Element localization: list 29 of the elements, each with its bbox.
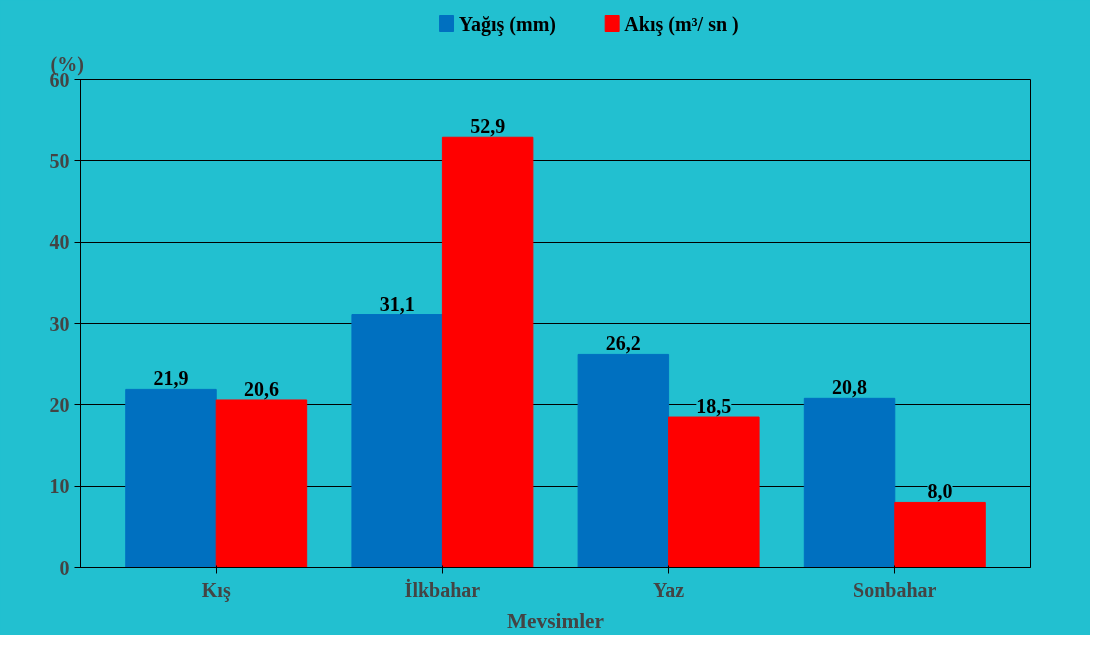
text: 31,1 [379, 292, 415, 315]
text: 20,8 [832, 376, 868, 399]
text: 21,9 [153, 367, 189, 390]
bar [577, 353, 670, 568]
text: 8,0 [927, 480, 953, 503]
bar [125, 388, 217, 568]
text: 52,9 [470, 115, 506, 138]
legend-label: Akış (m³/ sn ) [624, 12, 739, 36]
bar [668, 416, 760, 568]
y-tick-label: 50 [49, 149, 70, 172]
x-tick-label: Yaz [653, 578, 685, 601]
legend-label: Yağış (mm) [458, 12, 556, 36]
bar [894, 501, 986, 568]
y-tick-label: 30 [49, 312, 70, 335]
text: 26,2 [605, 332, 641, 355]
bar [215, 399, 308, 568]
text: 20,6 [243, 377, 279, 400]
text: 18,5 [696, 395, 732, 418]
y-tick-label: 40 [49, 231, 70, 254]
bar [351, 314, 443, 568]
y-tick-label: 10 [49, 475, 70, 498]
bar [803, 397, 896, 568]
x-tick-label: İlkbahar [404, 577, 481, 601]
x-tick-label: Kış [201, 578, 231, 602]
y-tick-label: 20 [49, 393, 70, 416]
x-tick-label: Sonbahar [853, 578, 937, 601]
x-axis-title: Mevsimler [506, 608, 605, 633]
bar [441, 136, 534, 568]
y-tick-label: 0 [59, 556, 70, 579]
